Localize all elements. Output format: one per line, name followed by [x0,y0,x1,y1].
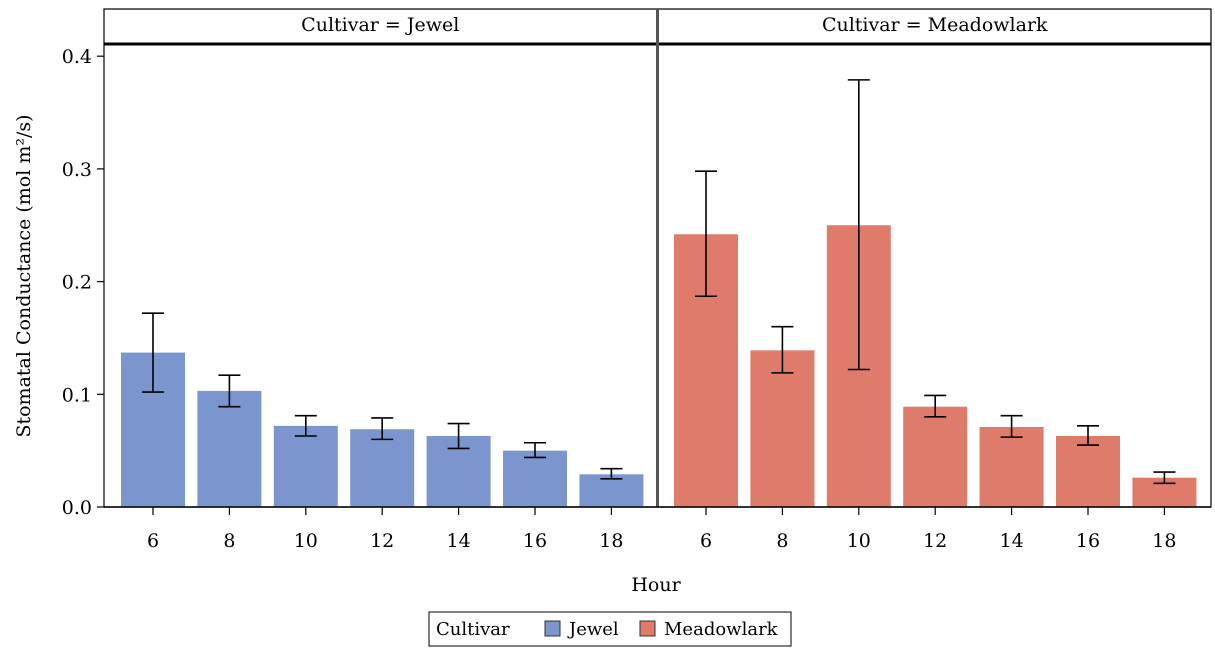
error-bar-jewel-12 [371,417,394,441]
panel-strip-label-jewel: Cultivar = Jewel [301,14,459,36]
bar-jewel-18 [579,474,644,507]
bar-meadowlark-14 [979,426,1044,507]
x-tick-label-jewel-16: 16 [523,530,547,552]
legend-swatch-jewel [544,620,561,637]
y-tick-label-0.0: 0.0 [62,497,92,519]
error-bar-jewel-18 [600,467,623,480]
error-bar-meadowlark-12 [924,394,947,418]
error-bar-meadowlark-10 [847,79,870,371]
x-tick-label-jewel-10: 10 [294,530,318,552]
x-tick-label-jewel-18: 18 [599,530,623,552]
legend-label-meadowlark: Meadowlark [664,619,779,640]
bar-meadowlark-8 [750,350,815,507]
x-tick-label-jewel-14: 14 [447,530,471,552]
x-tick-label-jewel-12: 12 [370,530,394,552]
bar-meadowlark-16 [1056,435,1120,507]
error-bar-jewel-8 [218,374,241,408]
bar-jewel-16 [503,450,567,507]
x-tick-label-jewel-6: 6 [147,530,159,552]
error-bar-jewel-6 [142,312,164,393]
x-tick-label-jewel-8: 8 [223,530,235,552]
x-axis-title: Hour [631,574,681,596]
bar-jewel-12 [350,429,415,507]
bar-meadowlark-12 [903,406,968,507]
bar-jewel-8 [197,390,262,507]
error-bar-meadowlark-14 [1000,414,1023,438]
panel-strip-label-meadowlark: Cultivar = Meadowlark [822,14,1048,36]
error-bar-meadowlark-8 [771,325,794,374]
x-tick-label-meadowlark-14: 14 [1000,530,1024,552]
legend: Cultivar Jewel Meadowlark [428,611,792,647]
y-tick-label-0.4: 0.4 [62,46,92,68]
x-tick-label-meadowlark-16: 16 [1076,530,1100,552]
legend-box [428,611,792,647]
y-tick-label-0.2: 0.2 [62,272,92,294]
x-tick-label-meadowlark-18: 18 [1152,530,1176,552]
bar-jewel-10 [273,425,338,507]
x-tick-label-meadowlark-12: 12 [923,530,947,552]
error-bar-meadowlark-18 [1153,471,1176,485]
x-tick-label-meadowlark-6: 6 [700,530,712,552]
legend-swatch-meadowlark [639,620,656,637]
error-bar-meadowlark-6 [695,170,717,298]
error-bar-jewel-10 [294,414,317,437]
error-bar-meadowlark-16 [1077,425,1099,446]
error-bar-jewel-14 [447,422,470,450]
legend-label-jewel: Jewel [567,619,619,640]
y-tick-label-0.3: 0.3 [62,159,92,181]
legend-title: Cultivar [436,619,510,640]
y-axis-title: Stomatal Conductance (mol m²/s) [13,114,35,437]
x-tick-label-meadowlark-8: 8 [776,530,788,552]
x-tick-label-meadowlark-10: 10 [847,530,871,552]
y-tick-label-0.1: 0.1 [62,384,92,406]
plot-area: Cultivar = Jewel 6 8 10 12 14 16 18 Cultivar = M… [62,8,1212,552]
error-bar-jewel-16 [524,441,546,459]
